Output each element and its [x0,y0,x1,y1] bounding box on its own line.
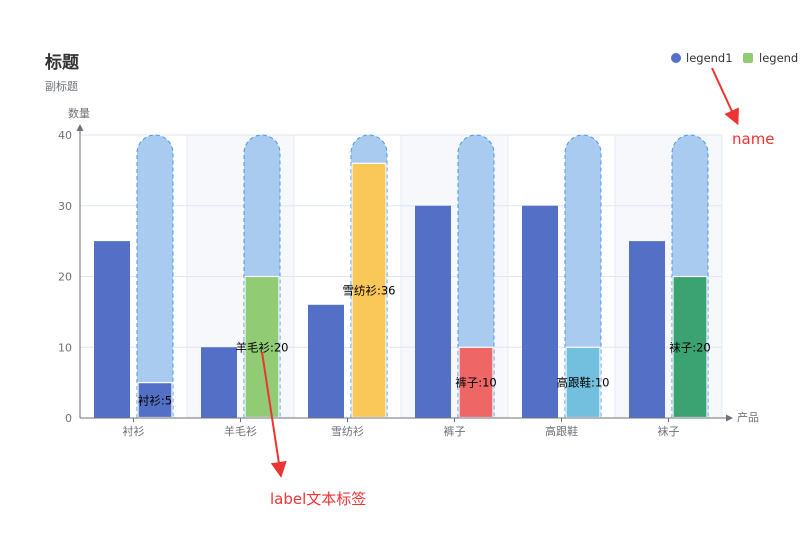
chart-subtitle: 副标题 [45,80,78,93]
annotation-name-text: name [732,130,775,148]
chart-title: 标题 [45,53,79,73]
x-axis-arrow [726,414,733,422]
legend-marker-legend [743,53,753,63]
y-tick-label: 0 [65,412,72,425]
bar-legend [672,275,708,419]
data-label: 袜子:20 [669,340,711,354]
x-axis-label: 产品 [737,410,759,424]
legend-label-legend: legend [759,51,798,65]
x-tick-label: 高跟鞋 [545,424,578,438]
x-tick-label: 雪纺衫 [331,424,364,438]
data-label: 羊毛衫:20 [235,340,288,354]
data-label: 衬衫:5 [138,393,172,407]
y-axis-label: 数量 [68,107,90,120]
annotation-arrow-label [261,351,287,478]
bar-legend1 [415,205,451,418]
bar-legend [458,346,494,419]
annotation-name: name [711,67,775,148]
annotation-label: label文本标签 [261,351,366,508]
bar-legend [565,346,601,419]
legend-marker-legend1 [671,53,681,63]
y-tick-label: 20 [58,271,72,284]
bar-legend1 [629,241,665,418]
x-tick-label: 裤子 [444,424,466,438]
bar-legend1 [308,304,344,418]
x-tick-label: 衬衫 [123,425,145,438]
legend-label-legend1: legend1 [686,51,733,65]
x-tick-label: 袜子 [658,424,680,438]
annotation-label-text: label文本标签 [270,490,366,508]
y-axis-arrow [76,124,84,131]
y-tick-label: 40 [58,129,72,142]
y-tick-label: 10 [58,341,72,354]
data-label: 雪纺衫:36 [342,284,395,298]
background-bar [136,134,174,419]
data-label: 裤子:10 [455,376,497,390]
bar-legend1 [522,205,558,418]
bar-legend1 [94,241,130,418]
x-tick-label: 羊毛衫 [224,424,257,438]
y-tick-label: 30 [58,200,72,213]
bar-legend1 [201,347,237,418]
data-label: 高跟鞋:10 [556,376,609,390]
annotation-arrow-name [711,67,739,126]
